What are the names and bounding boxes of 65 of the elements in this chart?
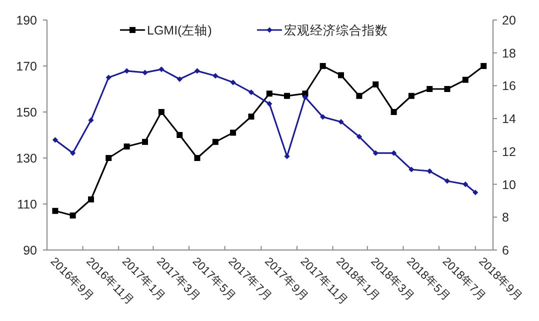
point [194, 68, 200, 74]
point [372, 150, 378, 156]
point [266, 100, 272, 107]
point [462, 181, 468, 188]
point [142, 70, 148, 76]
point [356, 92, 362, 99]
y2-tick-label: 10 [502, 178, 516, 192]
y-tick-label: 90 [23, 244, 38, 258]
point [230, 80, 236, 86]
point [426, 168, 432, 174]
point [462, 76, 468, 83]
point [426, 86, 433, 92]
point [444, 86, 450, 92]
point [480, 63, 487, 69]
point [52, 137, 58, 143]
point [472, 190, 478, 196]
point [248, 114, 254, 120]
point [106, 155, 112, 161]
point [284, 92, 290, 99]
point [176, 132, 183, 138]
y-tick-label: 150 [16, 106, 38, 120]
y2-tick-label: 6 [502, 244, 509, 258]
point [124, 68, 130, 74]
y-tick-label: 190 [16, 14, 38, 28]
legend-label: LGMI(左轴) [147, 24, 212, 38]
point [338, 72, 344, 78]
point [320, 63, 326, 69]
point [320, 114, 326, 120]
y-tick-label: 170 [16, 60, 38, 74]
y2-tick-label: 14 [502, 112, 516, 126]
y2-tick-label: 18 [502, 46, 516, 60]
y-tick-label: 130 [16, 152, 38, 166]
point [176, 76, 182, 82]
point [444, 178, 450, 184]
point [212, 138, 218, 145]
y2-tick-label: 20 [502, 14, 516, 28]
point [52, 208, 58, 214]
point [70, 150, 76, 156]
point [302, 94, 308, 100]
y2-tick-label: 12 [502, 144, 516, 159]
point [284, 154, 290, 160]
y2-tick-label: 16 [502, 79, 516, 94]
point [248, 89, 254, 96]
point [70, 212, 76, 218]
point [158, 66, 164, 72]
point [408, 166, 414, 172]
point [194, 155, 200, 161]
point [391, 150, 397, 156]
point [266, 90, 272, 97]
point [338, 119, 344, 125]
legend-label: 宏观经济综合指数 [284, 22, 388, 38]
point [142, 138, 148, 145]
point [230, 130, 236, 136]
y2-tick-label: 8 [502, 210, 509, 225]
point [106, 74, 112, 80]
point [212, 73, 218, 79]
point [356, 134, 362, 140]
point [124, 144, 130, 150]
point [372, 81, 379, 88]
point [408, 92, 414, 99]
point [88, 117, 94, 124]
point [88, 196, 94, 202]
point [390, 109, 397, 115]
y-tick-label: 110 [17, 198, 38, 212]
point [158, 109, 164, 115]
